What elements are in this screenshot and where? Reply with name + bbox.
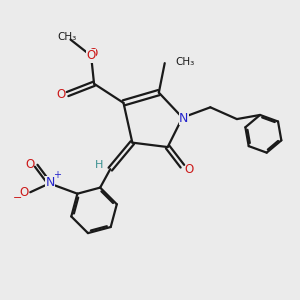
Text: O: O: [88, 47, 97, 60]
Text: CH₃: CH₃: [57, 32, 76, 42]
Text: O: O: [86, 49, 96, 62]
Text: +: +: [53, 170, 61, 180]
Text: N: N: [179, 112, 188, 125]
Text: O: O: [26, 158, 35, 171]
Text: −: −: [13, 193, 22, 202]
Text: H: H: [95, 160, 103, 170]
Text: N: N: [45, 176, 55, 189]
Text: O: O: [20, 186, 29, 199]
Text: O: O: [56, 88, 66, 100]
Text: CH₃: CH₃: [175, 57, 194, 67]
Text: O: O: [184, 163, 194, 176]
Text: N: N: [179, 112, 188, 125]
